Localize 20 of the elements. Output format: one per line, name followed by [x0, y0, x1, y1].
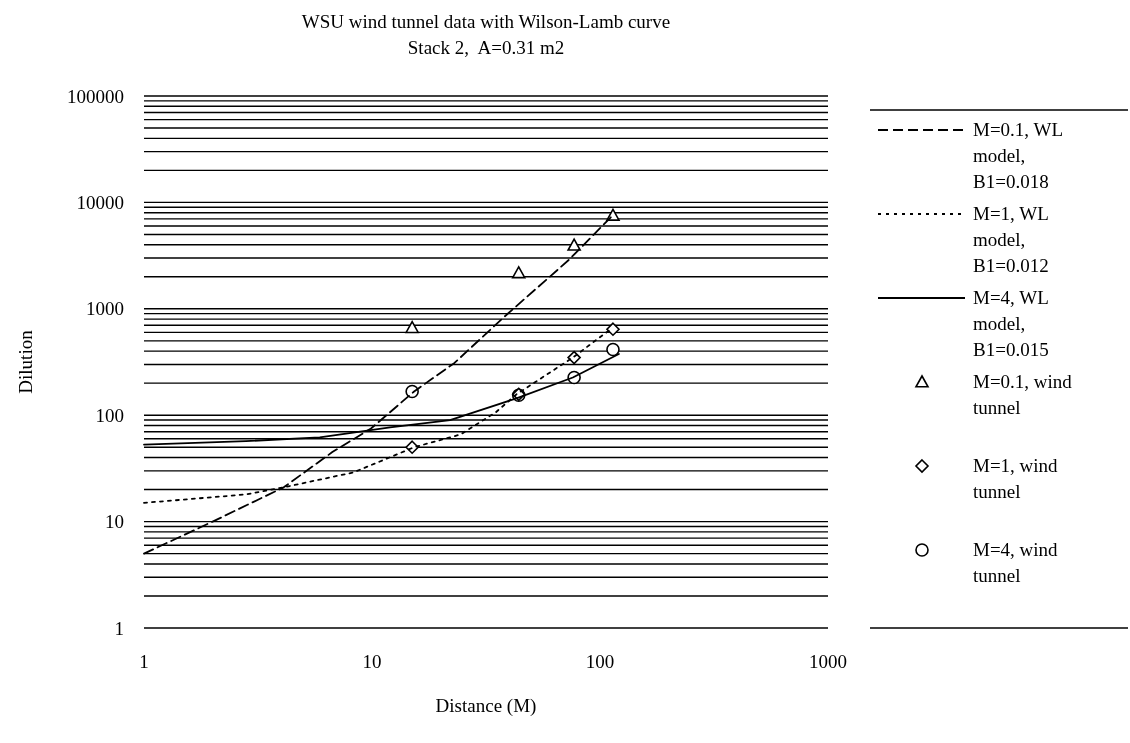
legend-label: M=0.1, WL model, B1=0.018 [973, 119, 1064, 192]
y-axis-title: Dilution [15, 329, 36, 394]
y-tick-label: 1000 [86, 298, 124, 320]
y-tick-label: 1 [114, 617, 124, 639]
legend-label: M=4, wind tunnel [973, 539, 1059, 586]
y-tick-label: 10 [105, 511, 124, 533]
chart-title: WSU wind tunnel data with Wilson-Lamb curve [301, 11, 671, 32]
y-tick-label: 100000 [67, 85, 124, 107]
chart-subtitle: Stack 2, A=0.31 m2 [407, 37, 565, 58]
x-axis-title: Distance (M) [435, 695, 537, 717]
y-tick-label: 100 [95, 404, 124, 426]
x-tick-label: 1 [139, 651, 149, 672]
legend-label: M=1, WL model, B1=0.012 [973, 203, 1049, 276]
x-tick-label: 100 [585, 651, 615, 672]
legend-label: M=1, wind tunnel [973, 455, 1059, 502]
legend-label: M=4, WL model, B1=0.015 [973, 287, 1049, 360]
legend-label: M=0.1, wind tunnel [973, 371, 1073, 418]
x-tick-label: 1000 [809, 651, 847, 672]
y-tick-label: 10000 [76, 192, 124, 214]
x-tick-label: 10 [362, 651, 382, 672]
